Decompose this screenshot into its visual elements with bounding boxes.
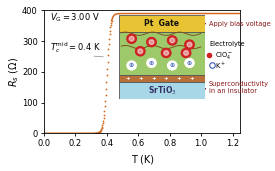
Text: K$^+$: K$^+$ — [215, 60, 226, 71]
Y-axis label: $R_s\ (\Omega)$: $R_s\ (\Omega)$ — [7, 57, 21, 87]
X-axis label: T (K): T (K) — [131, 154, 154, 164]
Text: ClO$_4^-$: ClO$_4^-$ — [215, 50, 233, 61]
Text: $T_c^{\rm mid} = 0.4\ \rm K$: $T_c^{\rm mid} = 0.4\ \rm K$ — [50, 40, 101, 55]
Text: Electrolyte: Electrolyte — [209, 41, 245, 47]
Text: $V_{\rm G} = 3.00\ \rm V$: $V_{\rm G} = 3.00\ \rm V$ — [50, 12, 100, 24]
Text: Superconductivity
in an insulator: Superconductivity in an insulator — [202, 81, 269, 94]
Text: +: + — [210, 63, 214, 68]
Text: Apply bias voltage: Apply bias voltage — [202, 21, 271, 27]
